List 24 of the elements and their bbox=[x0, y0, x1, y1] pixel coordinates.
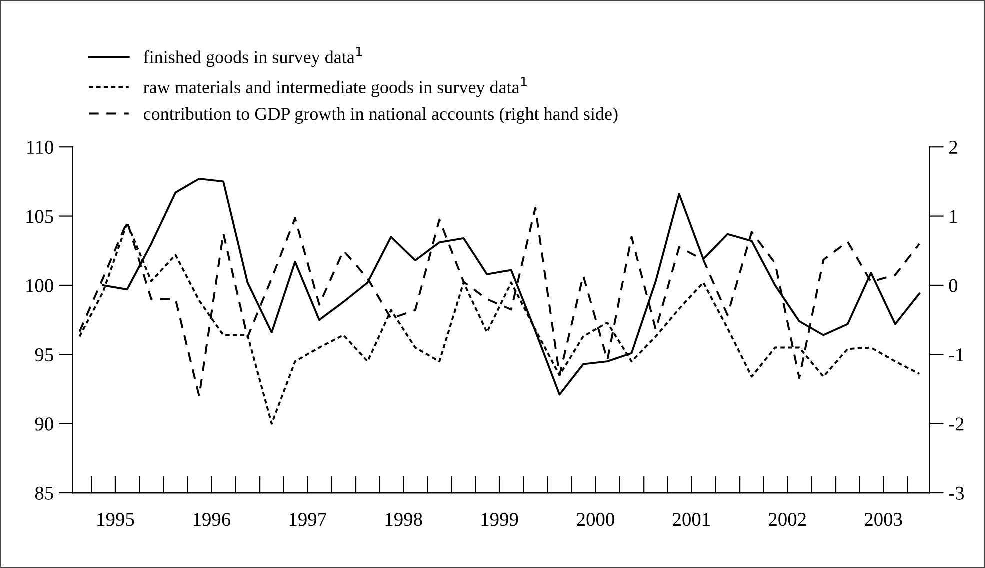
y2-tick-label: -2 bbox=[949, 418, 964, 431]
y2-tick-label: 0 bbox=[949, 279, 958, 292]
x-tick-label: 2001 bbox=[673, 513, 710, 526]
y2-tick-label: 2 bbox=[949, 140, 958, 154]
x-tick-label: 1999 bbox=[482, 513, 518, 526]
x-tick-label: 1997 bbox=[290, 513, 327, 526]
x-tick-label: 2002 bbox=[769, 513, 806, 526]
y2-tick-label: -1 bbox=[949, 348, 964, 362]
legend-label: contribution to GDP growth in national accounts (right hand side) bbox=[144, 108, 618, 124]
legend-label: finished goods in survey data$^{1}$ bbox=[144, 47, 362, 68]
x-tick-label: 1998 bbox=[386, 513, 422, 526]
y-tick-label: 90 bbox=[35, 418, 54, 431]
x-tick-label: 1996 bbox=[194, 513, 231, 526]
y-tick-label: 100 bbox=[26, 279, 54, 292]
y2-tick-label: 1 bbox=[950, 210, 958, 224]
y-tick-label: 85 bbox=[35, 486, 54, 500]
legend-label: raw materials and intermediate goods in survey data$^{1}$ bbox=[144, 77, 527, 98]
y-tick-label: 110 bbox=[27, 140, 54, 154]
y2-tick-label: -3 bbox=[949, 486, 964, 500]
y-tick-label: 105 bbox=[26, 210, 54, 224]
x-tick-label: 1995 bbox=[98, 513, 134, 526]
x-tick-label: 2003 bbox=[864, 513, 902, 526]
x-tick-label: 2000 bbox=[577, 513, 614, 526]
y-tick-label: 95 bbox=[35, 348, 54, 362]
